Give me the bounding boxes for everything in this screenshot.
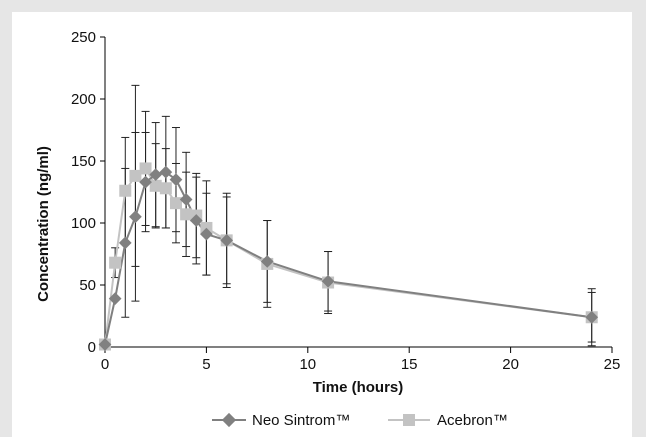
data-point-acebron bbox=[169, 197, 182, 210]
data-point-neo-sintrom bbox=[159, 165, 173, 179]
legend-acebron-marker bbox=[403, 414, 415, 426]
data-point-neo-sintrom bbox=[149, 168, 163, 182]
x-axis-title: Time (hours) bbox=[313, 379, 404, 396]
data-point-neo-sintrom bbox=[200, 227, 213, 241]
data-point-neo-sintrom bbox=[321, 274, 335, 288]
data-point-neo-sintrom bbox=[169, 173, 183, 186]
data-point-neo-sintrom bbox=[260, 255, 274, 268]
legend-label-acebron: Acebron™ bbox=[437, 412, 508, 429]
y-tick-label: 50 bbox=[79, 277, 96, 294]
legend-neo-marker bbox=[221, 412, 237, 428]
series-line-acebron bbox=[104, 166, 592, 345]
data-point-neo-sintrom bbox=[139, 175, 152, 189]
data-point-neo-sintrom bbox=[189, 214, 203, 227]
legend: Neo Sintrom™ Acebron™ bbox=[212, 412, 508, 429]
data-point-acebron bbox=[109, 256, 122, 269]
y-tick-label: 150 bbox=[71, 153, 96, 170]
y-tick-label: 100 bbox=[71, 215, 96, 232]
x-tick-label: 20 bbox=[502, 356, 519, 373]
data-point-neo-sintrom bbox=[98, 338, 112, 351]
data-point-neo-sintrom bbox=[108, 292, 122, 306]
y-tick-label: 250 bbox=[71, 29, 96, 46]
x-tick-label: 0 bbox=[101, 356, 109, 373]
data-point-acebron bbox=[139, 162, 152, 175]
data-point-neo-sintrom bbox=[129, 210, 142, 224]
data-point-neo-sintrom bbox=[179, 193, 193, 206]
y-axis-title: Concentration (ng/ml) bbox=[35, 146, 52, 302]
y-tick-label: 200 bbox=[71, 91, 96, 108]
data-point-acebron bbox=[159, 182, 172, 195]
data-point-acebron bbox=[180, 208, 193, 221]
x-tick-label: 5 bbox=[202, 356, 210, 373]
data-point-acebron bbox=[119, 184, 132, 197]
x-tick-label: 10 bbox=[299, 356, 316, 373]
data-point-acebron bbox=[149, 179, 162, 192]
y-tick-label: 0 bbox=[88, 339, 96, 356]
legend-label-neo-sintrom: Neo Sintrom™ bbox=[252, 412, 350, 429]
data-point-acebron bbox=[129, 169, 142, 182]
data-point-neo-sintrom bbox=[220, 233, 234, 247]
x-tick-label: 15 bbox=[401, 356, 418, 373]
data-point-neo-sintrom bbox=[118, 236, 132, 250]
x-tick-label: 25 bbox=[604, 356, 621, 373]
